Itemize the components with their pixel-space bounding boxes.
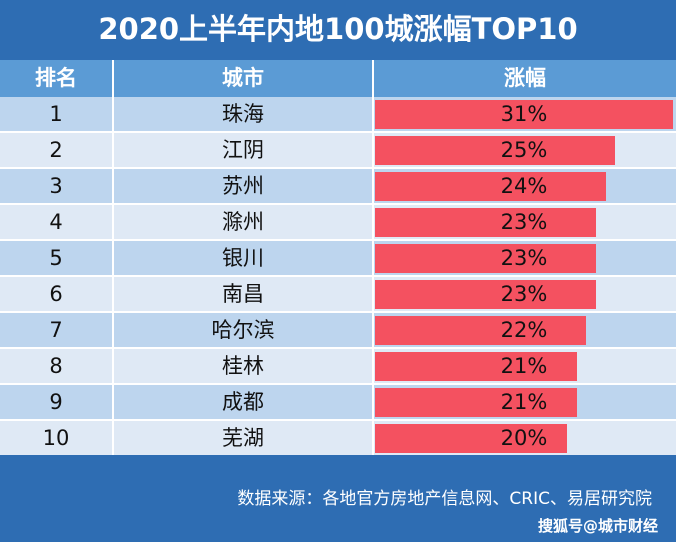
growth-bar: [375, 244, 596, 273]
rank-cell: 7: [49, 318, 63, 342]
city-cell: 哈尔滨: [211, 318, 275, 342]
growth-label: 21%: [500, 390, 548, 414]
city-cell: 珠海: [222, 102, 264, 126]
growth-label: 20%: [500, 426, 548, 450]
table-row: 5 银川 23%: [0, 241, 676, 275]
growth-bar: [375, 100, 673, 129]
rank-cell: 1: [49, 102, 63, 126]
city-cell: 桂林: [222, 354, 264, 378]
table-row: 4 滁州 23%: [0, 205, 676, 239]
table-row: 7 哈尔滨 22%: [0, 313, 676, 347]
rank-cell: 6: [49, 282, 63, 306]
chart-title: 2020上半年内地100城涨幅TOP10: [98, 12, 578, 46]
city-cell: 江阴: [222, 138, 264, 162]
city-cell: 银川: [222, 246, 264, 270]
rank-cell: 9: [49, 390, 63, 414]
watermark: 搜狐号@城市财经: [537, 517, 658, 535]
growth-bar: [375, 208, 596, 237]
table-header: 排名 城市 涨幅: [0, 60, 676, 97]
table-row: 10 芜湖 20%: [0, 421, 676, 455]
table-row: 6 南昌 23%: [0, 277, 676, 311]
growth-bar: [375, 352, 577, 381]
growth-label: 25%: [500, 138, 548, 162]
data-source: 数据来源：各地官方房地产信息网、CRIC、易居研究院: [237, 489, 652, 509]
growth-bar: [375, 280, 596, 309]
table-row: 9 成都 21%: [0, 385, 676, 419]
growth-bar: [375, 388, 577, 417]
growth-bar: [375, 316, 586, 345]
header-rank: 排名: [35, 66, 77, 90]
header-city: 城市: [222, 66, 264, 90]
header-growth: 涨幅: [504, 66, 546, 90]
growth-bar: [375, 136, 615, 165]
growth-label: 31%: [500, 102, 548, 126]
rank-cell: 8: [49, 354, 63, 378]
growth-label: 22%: [500, 318, 548, 342]
city-cell: 苏州: [222, 174, 264, 198]
table-row: 1 珠海 31%: [0, 97, 676, 131]
city-cell: 南昌: [222, 282, 264, 306]
growth-label: 24%: [500, 174, 548, 198]
rank-cell: 4: [49, 210, 63, 234]
growth-bar: [375, 172, 606, 201]
growth-label: 23%: [500, 246, 548, 270]
growth-label: 23%: [500, 210, 548, 234]
growth-bar: [375, 424, 567, 453]
city-cell: 成都: [222, 390, 264, 414]
table-row: 3 苏州 24%: [0, 169, 676, 203]
rank-cell: 3: [49, 174, 63, 198]
table-row: 2 江阴 25%: [0, 133, 676, 167]
growth-label: 23%: [500, 282, 548, 306]
rank-cell: 10: [42, 426, 70, 450]
rank-cell: 5: [49, 246, 63, 270]
rank-cell: 2: [49, 138, 63, 162]
growth-label: 21%: [500, 354, 548, 378]
table-row: 8 桂林 21%: [0, 349, 676, 383]
footer: 数据来源：各地官方房地产信息网、CRIC、易居研究院 搜狐号@城市财经: [0, 463, 676, 542]
city-cell: 芜湖: [222, 426, 264, 450]
city-cell: 滁州: [222, 210, 264, 234]
